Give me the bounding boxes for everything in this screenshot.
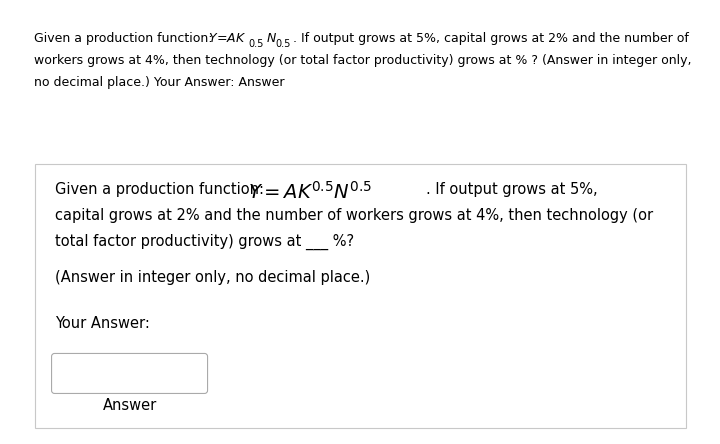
Text: capital grows at 2% and the number of workers grows at 4%, then technology (or: capital grows at 2% and the number of wo…	[55, 208, 653, 223]
Text: Given a production function:: Given a production function:	[34, 32, 217, 45]
Text: total factor productivity) grows at ___ %?: total factor productivity) grows at ___ …	[55, 234, 354, 250]
Text: $Y = AK^{0.5}N^{0.5}$: $Y = AK^{0.5}N^{0.5}$	[248, 181, 372, 203]
Text: Your Answer:: Your Answer:	[55, 316, 150, 331]
Text: 0.5: 0.5	[275, 39, 290, 49]
Text: Given a production function:: Given a production function:	[55, 182, 268, 197]
Bar	[35, 164, 686, 428]
Text: . If output grows at 5%, capital grows at 2% and the number of: . If output grows at 5%, capital grows a…	[293, 32, 689, 45]
Text: Answer: Answer	[102, 398, 157, 413]
Text: workers grows at 4%, then technology (or total factor productivity) grows at % ?: workers grows at 4%, then technology (or…	[34, 54, 691, 67]
Text: 0.5: 0.5	[248, 39, 264, 49]
Text: . If output grows at 5%,: . If output grows at 5%,	[426, 182, 597, 197]
Text: $Y\!=\!AK$: $Y\!=\!AK$	[208, 32, 246, 45]
Text: no decimal place.) Your Answer: Answer: no decimal place.) Your Answer: Answer	[34, 76, 284, 89]
Text: $N$: $N$	[266, 32, 277, 45]
FancyBboxPatch shape	[52, 353, 207, 393]
Text: (Answer in integer only, no decimal place.): (Answer in integer only, no decimal plac…	[55, 270, 370, 285]
